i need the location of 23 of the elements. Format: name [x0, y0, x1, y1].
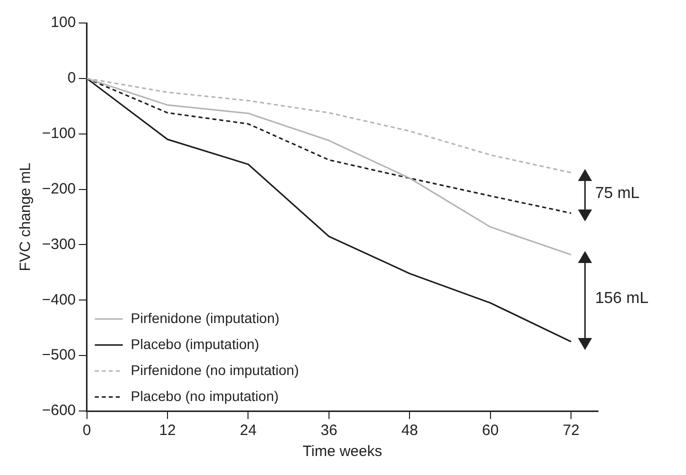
- x-tick-label: 36: [320, 422, 338, 440]
- annotation: 156 mL: [595, 290, 648, 308]
- y-tick-label: −100: [42, 125, 76, 142]
- x-tick-label: 60: [482, 422, 499, 440]
- annotation: 75 mL: [595, 184, 640, 203]
- x-axis-title: Time weeks: [302, 443, 382, 460]
- y-tick-label: −200: [42, 180, 76, 198]
- y-tick-label: −400: [42, 291, 76, 308]
- y-tick-label: 100: [50, 14, 76, 32]
- x-tick-label: 12: [159, 422, 176, 440]
- legend-label: Pirfenidone (no imputation): [130, 362, 299, 378]
- y-axis-title: FVC change mL: [17, 162, 34, 272]
- x-tick-label: 72: [562, 422, 580, 440]
- x-tick-label: 24: [240, 422, 257, 440]
- x-tick-label: 0: [82, 422, 91, 440]
- legend-label: Placebo (no imputation): [130, 388, 279, 404]
- y-tick-label: 0: [67, 70, 76, 87]
- legend-label: Pirfenidone (imputation): [130, 310, 280, 326]
- legend-label: Placebo (imputation): [130, 336, 260, 352]
- y-tick-label: −300: [42, 236, 76, 253]
- x-tick-label: 48: [401, 422, 418, 440]
- y-tick-label: −600: [42, 402, 76, 420]
- y-tick-label: −500: [42, 346, 76, 364]
